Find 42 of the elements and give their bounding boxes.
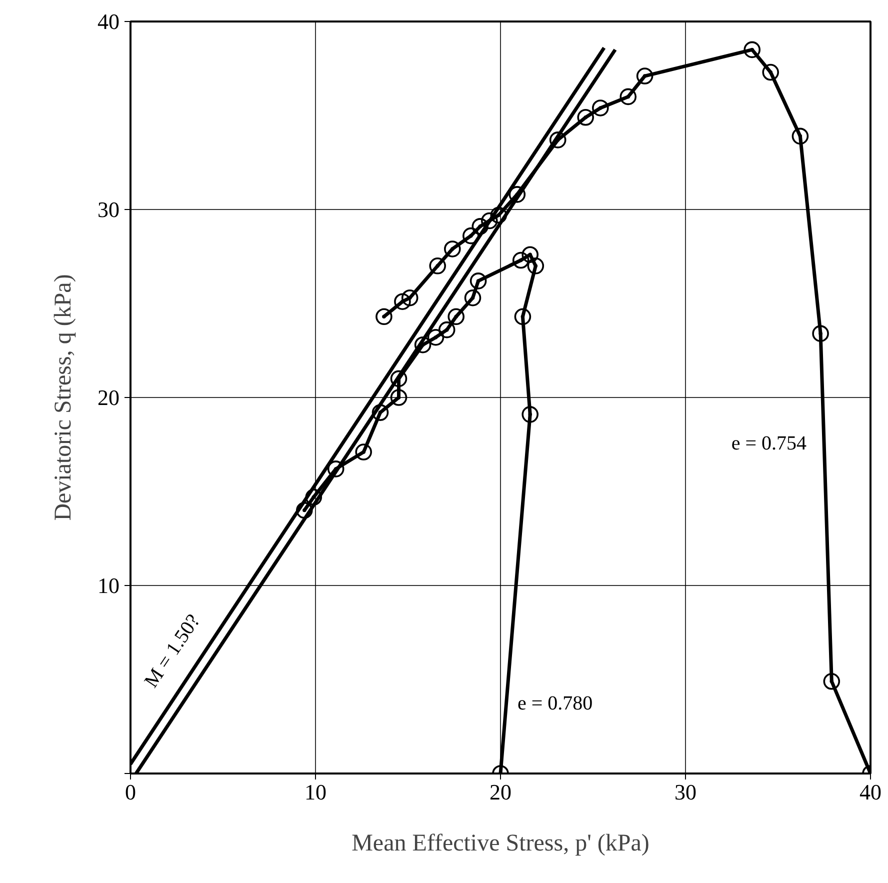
point [823,672,840,690]
point [527,258,544,274]
x-tick-label: 20 [490,780,512,804]
point [514,308,532,326]
point [744,41,760,58]
point [577,108,594,126]
y-tick-label: 10 [98,573,120,598]
point [372,404,389,421]
point [472,218,489,235]
y-tick-label: 40 [98,9,120,34]
point [376,308,392,326]
point [636,68,654,84]
point [427,328,444,346]
point [429,258,446,274]
point [470,272,487,290]
point [490,206,508,224]
series-label: e = 0.780 [518,692,593,714]
point [522,246,538,264]
point [355,444,372,460]
series-label: e = 0.754 [731,432,807,455]
point [512,252,530,269]
point [462,227,480,244]
x-tick-label: 40 [860,780,882,804]
x-tick-label: 0 [125,780,136,804]
y-axis-title: Deviatoric Stress, q (kPa) [50,274,76,521]
point [592,100,609,116]
x-tick-label: 10 [304,780,326,804]
point [792,128,809,145]
point [296,502,313,519]
point [305,488,322,506]
point [620,88,637,106]
point [464,289,482,306]
point [522,406,538,423]
y-tick-label: 30 [98,197,120,222]
point [812,325,829,342]
x-axis-title: Mean Effective Stress, p' (kPa) [352,830,650,856]
point [390,389,408,406]
y-tick-label: 20 [98,385,120,410]
x-tick-label: 30 [674,780,696,804]
point [448,308,464,326]
point [762,64,779,81]
point [438,321,456,338]
